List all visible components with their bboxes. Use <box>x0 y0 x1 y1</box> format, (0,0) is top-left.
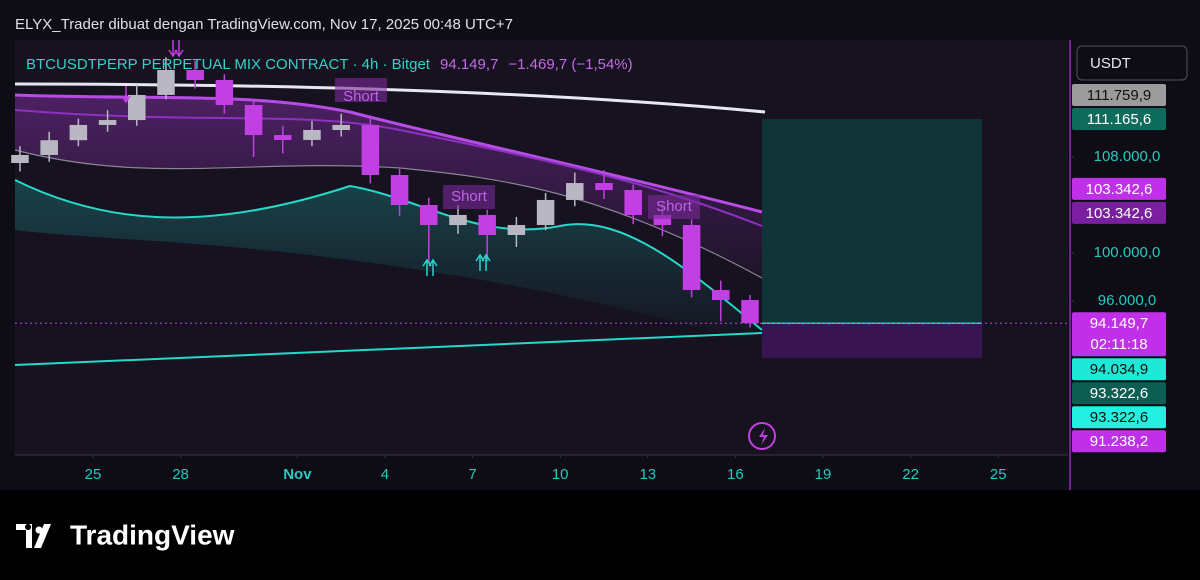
price-label: 94.149,7 <box>1090 315 1148 332</box>
x-tick-label: 19 <box>815 466 832 483</box>
candle-body <box>566 183 584 200</box>
candle-body <box>624 190 642 215</box>
x-tick-label: 16 <box>727 466 744 483</box>
candle-body <box>712 289 730 301</box>
indicator-line <box>14 109 763 227</box>
price-label: 111.165,6 <box>1087 111 1152 128</box>
price-label-box <box>1072 406 1166 429</box>
price-label-box <box>1072 177 1166 200</box>
currency-button[interactable] <box>1076 45 1188 81</box>
annotation-box <box>648 195 700 219</box>
candle-body <box>274 135 292 140</box>
candle-body <box>682 225 701 290</box>
footer-brand: TradingView <box>70 519 235 550</box>
candle-body <box>40 140 58 155</box>
annotation-box <box>335 78 387 102</box>
price-label: 111.759,9 <box>1087 87 1152 104</box>
candle-body <box>741 300 759 324</box>
candle-body <box>420 205 438 226</box>
candle-body <box>186 70 204 80</box>
price-label-timer: 02:11:18 <box>1090 336 1147 353</box>
candle-body <box>449 214 467 226</box>
candle-body <box>536 199 555 226</box>
price-label-box <box>1072 201 1166 224</box>
candle-body <box>390 175 409 206</box>
indicator-band <box>15 95 762 278</box>
x-tick-label: 10 <box>552 466 569 483</box>
price-label-box <box>1072 108 1166 131</box>
candle-body <box>128 94 146 121</box>
candle-body <box>332 124 350 131</box>
candle-body <box>653 214 672 226</box>
price-label: 94.034,9 <box>1090 361 1148 378</box>
price-label-box <box>1072 84 1166 107</box>
annotation: Short <box>343 88 380 105</box>
marks <box>11 57 1070 359</box>
price-label-box <box>1072 358 1166 381</box>
y-tick-label: 108.000,0 <box>1094 148 1161 165</box>
legend-symbol: BTCUSDTPERP PERPETUAL MIX CONTRACT · 4h … <box>26 56 431 73</box>
candle-body <box>157 70 175 95</box>
annotation: Short <box>451 188 488 205</box>
price-label: 93.322,6 <box>1090 385 1148 402</box>
indicator-band <box>15 180 762 345</box>
candle-body <box>215 79 234 106</box>
currency: USDT <box>1090 55 1131 72</box>
x-tick-label: Nov <box>283 466 312 483</box>
signal-arrow <box>121 86 131 104</box>
x-tick-label: 4 <box>381 466 389 483</box>
x-tick-label: 22 <box>902 466 919 483</box>
annotation: Short <box>656 198 693 215</box>
x-tick-label: 25 <box>990 466 1007 483</box>
header: ELYX_Trader dibuat dengan TradingView.co… <box>15 16 513 33</box>
price-label: 103.342,6 <box>1086 205 1153 222</box>
signal-arrow <box>422 258 438 276</box>
price-label-box <box>1072 382 1166 405</box>
x-tick-label: 7 <box>468 466 476 483</box>
trend-line <box>14 82 766 114</box>
logo <box>35 526 43 534</box>
price-label: 103.342,6 <box>1086 181 1153 198</box>
position-loss <box>762 323 982 359</box>
x-tick-label: 28 <box>172 466 189 483</box>
price-label-box <box>1072 312 1166 357</box>
legend-last: 94.149,7 <box>440 56 498 73</box>
candle-body <box>595 183 613 191</box>
price-label-box <box>1072 430 1166 453</box>
candle-body <box>361 124 380 176</box>
legend-change: −1.469,7 (−1,54%) <box>508 56 632 73</box>
trend-line <box>14 332 763 366</box>
candle-body <box>11 154 29 164</box>
x-tick-label: 25 <box>85 466 102 483</box>
y-tick-label: 96.000,0 <box>1098 292 1156 309</box>
candle-body <box>244 105 263 136</box>
signal-arrow <box>168 40 184 58</box>
price-label: 91.238,2 <box>1090 433 1148 450</box>
alert-icon <box>759 428 768 445</box>
indicator-line <box>14 149 763 279</box>
signal-arrow <box>475 253 491 271</box>
y-tick-label: 100.000,0 <box>1094 244 1161 261</box>
logo <box>16 524 51 548</box>
candle-body <box>98 120 117 125</box>
price-label: 93.322,6 <box>1090 409 1148 426</box>
x-tick-label: 13 <box>639 466 656 483</box>
candle-body <box>507 225 526 236</box>
annotation-box <box>443 185 495 209</box>
candle-body <box>303 130 321 140</box>
candle-body <box>478 214 496 236</box>
candle-body <box>69 124 88 141</box>
alert-icon[interactable] <box>748 422 776 450</box>
position-profit <box>762 119 982 324</box>
